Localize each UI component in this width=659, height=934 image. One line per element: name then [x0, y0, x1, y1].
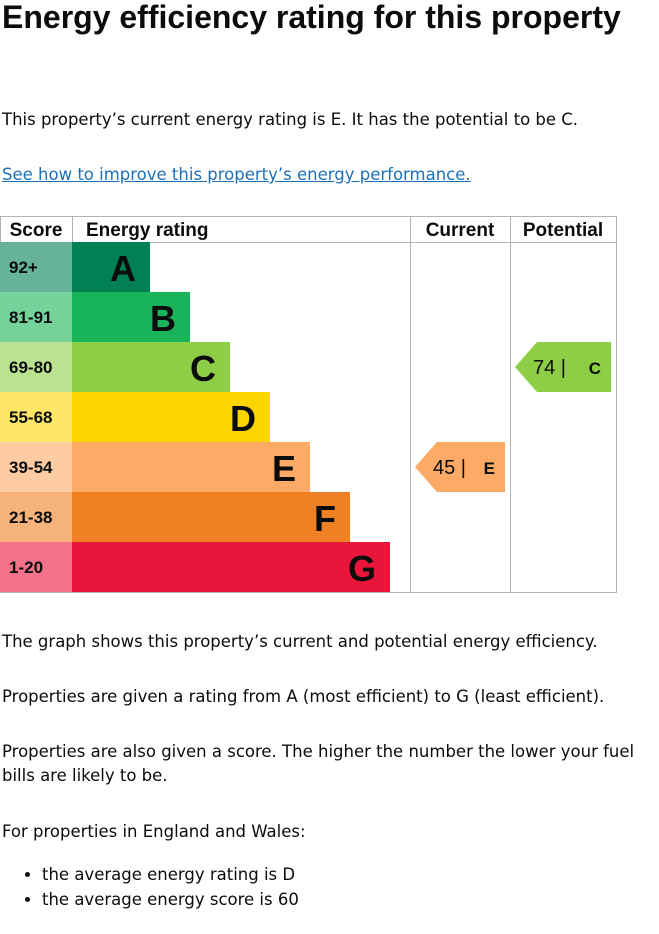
page-title: Energy efficiency rating for this proper…	[2, 0, 621, 35]
band-score-label: 21-38	[9, 508, 52, 527]
current-rating-letter-label: E	[484, 459, 495, 478]
current-rating-score-label: 45 |	[433, 457, 466, 479]
band-score-label: 92+	[9, 258, 38, 277]
england-wales-text: For properties in England and Wales:	[2, 822, 306, 841]
improve-performance-link[interactable]: See how to improve this property’s energ…	[2, 165, 471, 184]
score-header: Score	[10, 220, 63, 241]
band-score-label: 81-91	[9, 308, 52, 327]
graph-explanation-text: The graph shows this property’s current …	[2, 632, 598, 651]
band-letter-c: C	[190, 348, 216, 389]
intro-text: This property’s current energy rating is…	[2, 110, 579, 129]
band-bar-c	[72, 342, 230, 392]
band-letter-g: G	[348, 548, 376, 589]
score-explanation-text: Properties are also given a score. The h…	[2, 742, 635, 785]
band-bar-g	[72, 542, 390, 592]
potential-rating-arrow	[515, 342, 611, 392]
band-bar-f	[72, 492, 350, 542]
band-bar-b	[72, 292, 190, 342]
band-letter-e: E	[272, 448, 296, 489]
potential-rating-letter-label: C	[589, 359, 601, 378]
band-score-cell	[0, 492, 72, 542]
energy-rating-header: Energy rating	[86, 220, 208, 241]
current-header: Current	[426, 220, 495, 241]
energy-rating-chart: Score Energy rating Current Potential 92+ A 81…	[0, 216, 617, 593]
average-score-item: the average energy score is 60	[42, 887, 299, 912]
band-score-cell	[0, 442, 72, 492]
band-score-cell	[0, 242, 72, 292]
average-rating-item: the average energy rating is D	[42, 862, 299, 887]
band-score-cell	[0, 542, 72, 592]
current-rating-arrow	[415, 442, 505, 492]
band-score-label: 55-68	[9, 408, 52, 427]
band-bar-a	[72, 242, 150, 292]
band-score-cell	[0, 392, 72, 442]
potential-rating-score-label: 74 |	[533, 357, 566, 379]
band-letter-a: A	[110, 248, 136, 289]
band-letter-d: D	[230, 398, 256, 439]
band-score-label: 1-20	[9, 558, 43, 577]
band-bar-e	[72, 442, 310, 492]
band-score-cell	[0, 342, 72, 392]
band-letter-f: F	[314, 498, 336, 539]
band-score-label: 39-54	[9, 458, 53, 477]
rating-range-text: Properties are given a rating from A (mo…	[2, 687, 605, 706]
band-bar-d	[72, 392, 270, 442]
averages-list: the average energy rating is D the avera…	[22, 862, 299, 912]
band-score-cell	[0, 292, 72, 342]
energy-rating-graph: Score Energy rating Current Potential 92+ A 81…	[0, 216, 617, 593]
potential-header: Potential	[523, 220, 603, 241]
band-score-label: 69-80	[9, 358, 52, 377]
band-letter-b: B	[150, 298, 176, 339]
